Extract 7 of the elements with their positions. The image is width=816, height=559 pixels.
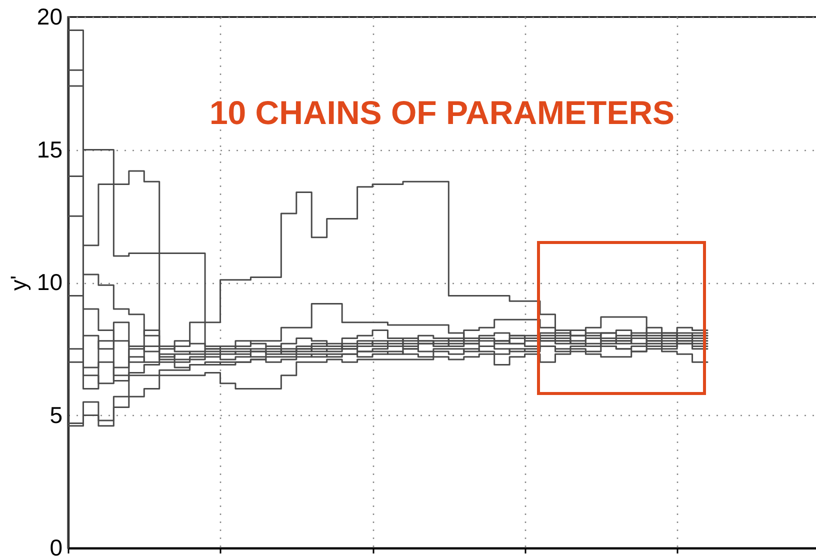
y-tick-label: 0	[50, 534, 62, 559]
y-axis-title: y'	[6, 275, 31, 291]
text: 10 CHAINS OF PARAMETERS	[209, 94, 675, 131]
y-tick-label: 10	[36, 269, 62, 295]
y-tick-label: 15	[36, 136, 62, 162]
y-tick-label: 5	[50, 402, 62, 428]
y-tick-label: 20	[36, 4, 62, 30]
